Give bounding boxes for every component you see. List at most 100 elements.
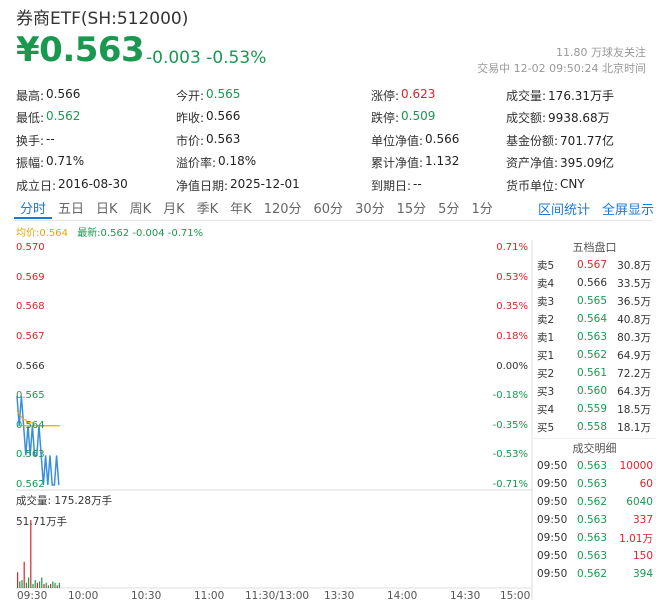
y-tick-right: 0.35% [496,301,528,313]
trade-price: 0.563 [576,514,607,526]
volume-bar [54,582,56,588]
y-tick-right: -0.35% [492,419,528,431]
current-price: ¥0.563 [16,30,145,70]
orderbook-row[interactable]: 买5 0.558 18.1万 [533,418,656,436]
stats-row: 换手: -- 市价: 0.563 单位净值: 0.566 基金份额: 701.77亿 [16,129,652,152]
y-tick-left: 0.569 [16,271,45,283]
y-tick-right: 0.53% [496,271,528,283]
trade-quantity: 10000 [619,460,653,472]
volume-bar [47,585,49,588]
stat-value: 2025-12-01 [230,176,300,191]
stat-value: 176.31万手 [548,88,615,103]
stat-cell: 今开: 0.565 [176,87,371,104]
trade-quantity: 150 [632,550,653,562]
order-price: 0.560 [576,385,607,397]
order-quantity: 40.8万 [617,313,651,326]
orderbook-row[interactable]: 卖1 0.563 80.3万 [533,328,656,346]
fullscreen-link[interactable]: 全屏显示 [601,202,654,218]
tab-2[interactable]: 五日 [58,201,85,217]
stat-value: 1.132 [425,154,460,169]
tab-1[interactable]: 分时 [14,198,53,219]
stat-cell: 净值日期: 2025-12-01 [176,177,371,194]
order-price: 0.566 [576,277,607,289]
tab-11[interactable]: 15分 [396,201,427,217]
trade-time: 09:50 [537,568,568,580]
stat-value: 0.566 [425,131,460,146]
volume-bar [43,584,45,588]
orderbook-row[interactable]: 买4 0.559 18.5万 [533,400,656,418]
trade-row: 09:50 0.563 10000 [533,457,656,475]
order-quantity: 30.8万 [617,259,651,272]
volume-bar [17,572,19,588]
x-tick: 14:30 [450,590,481,602]
trade-quantity: 6040 [626,496,653,508]
tab-12[interactable]: 5分 [438,201,460,217]
order-quantity: 64.3万 [617,385,651,398]
stat-cell: 昨收: 0.566 [176,109,371,126]
orderbook-row[interactable]: 卖4 0.566 33.5万 [533,274,656,292]
tab-9[interactable]: 60分 [313,201,344,217]
orderbook-row[interactable]: 买1 0.562 64.9万 [533,346,656,364]
volume-bar [39,581,41,588]
stat-cell: 最高: 0.566 [16,87,176,104]
trade-price: 0.563 [576,478,607,490]
stat-cell: 基金份额: 701.77亿 [506,132,652,149]
y-tick-left: 0.567 [16,330,45,342]
orderbook-title: 五档盘口 [572,241,617,254]
order-price: 0.567 [576,259,607,271]
stat-key: 涨停: [371,88,400,103]
tab-10[interactable]: 30分 [355,201,385,217]
order-level: 买1 [537,349,555,362]
intraday-chart[interactable] [0,0,533,615]
trading-status: 交易中 12-02 09:50:24 北京时间 [477,62,646,75]
tab-13[interactable]: 1分 [471,201,493,217]
stat-value: -- [46,131,55,146]
stat-key: 货币单位: [506,178,559,193]
stat-key: 最低: [16,111,45,126]
y-tick-left: 0.564 [16,419,45,431]
tab-8[interactable]: 120分 [263,201,302,217]
stat-key: 成立日: [16,178,57,193]
stat-value: 0.18% [218,154,257,169]
orderbook-row[interactable]: 卖3 0.565 36.5万 [533,292,656,310]
order-level: 卖3 [537,295,555,308]
tab-divider [14,220,652,221]
tab-5[interactable]: 月K [163,201,185,217]
range-stats-link[interactable]: 区间统计 [537,202,590,218]
stat-value: 395.09亿 [560,156,615,171]
trade-quantity: 394 [632,568,653,580]
tab-7[interactable]: 年K [230,201,252,217]
followers-count[interactable]: 11.80 万球友关注 [556,46,646,59]
chart-legend: 均价:0.564 最新:0.562 -0.004 -0.71% [16,224,203,239]
orderbook-row[interactable]: 买3 0.560 64.3万 [533,382,656,400]
trade-row: 09:50 0.562 6040 [533,493,656,511]
volume-bar [28,577,30,588]
x-tick: 10:30 [131,590,162,602]
order-price: 0.565 [576,295,607,307]
tab-3[interactable]: 日K [96,201,118,217]
tab-6[interactable]: 季K [196,201,219,217]
period-tabs: 分时 五日 日K 周K 月K 季K 年K 120分 60分 30分 15分 5分 1分 区间统计 全屏显示 [14,196,654,220]
orderbook-row[interactable]: 卖2 0.564 40.8万 [533,310,656,328]
orderbook-row[interactable]: 卖5 0.567 30.8万 [533,256,656,274]
y-tick-left: 0.565 [16,390,45,402]
trade-row: 09:50 0.562 394 [533,565,656,583]
stat-cell: 溢价率: 0.18% [176,154,371,171]
order-quantity: 72.2万 [617,367,651,380]
order-level: 卖1 [537,331,555,344]
order-price: 0.558 [576,421,607,433]
stat-value: 0.566 [46,86,81,101]
y-tick-right: -0.71% [492,479,528,490]
x-tick: 09:30 [17,590,48,602]
volume-bar [30,520,32,588]
order-level: 卖5 [537,259,555,272]
stat-value: 0.565 [206,86,241,101]
trade-quantity: 60 [639,478,653,490]
orderbook-row[interactable]: 买2 0.561 72.2万 [533,364,656,382]
price-line [16,396,60,486]
order-level: 买5 [537,421,555,434]
stat-key: 基金份额: [506,133,559,148]
stat-value: 701.77亿 [560,133,615,148]
tab-4[interactable]: 周K [129,201,152,217]
stat-key: 最高: [16,88,45,103]
